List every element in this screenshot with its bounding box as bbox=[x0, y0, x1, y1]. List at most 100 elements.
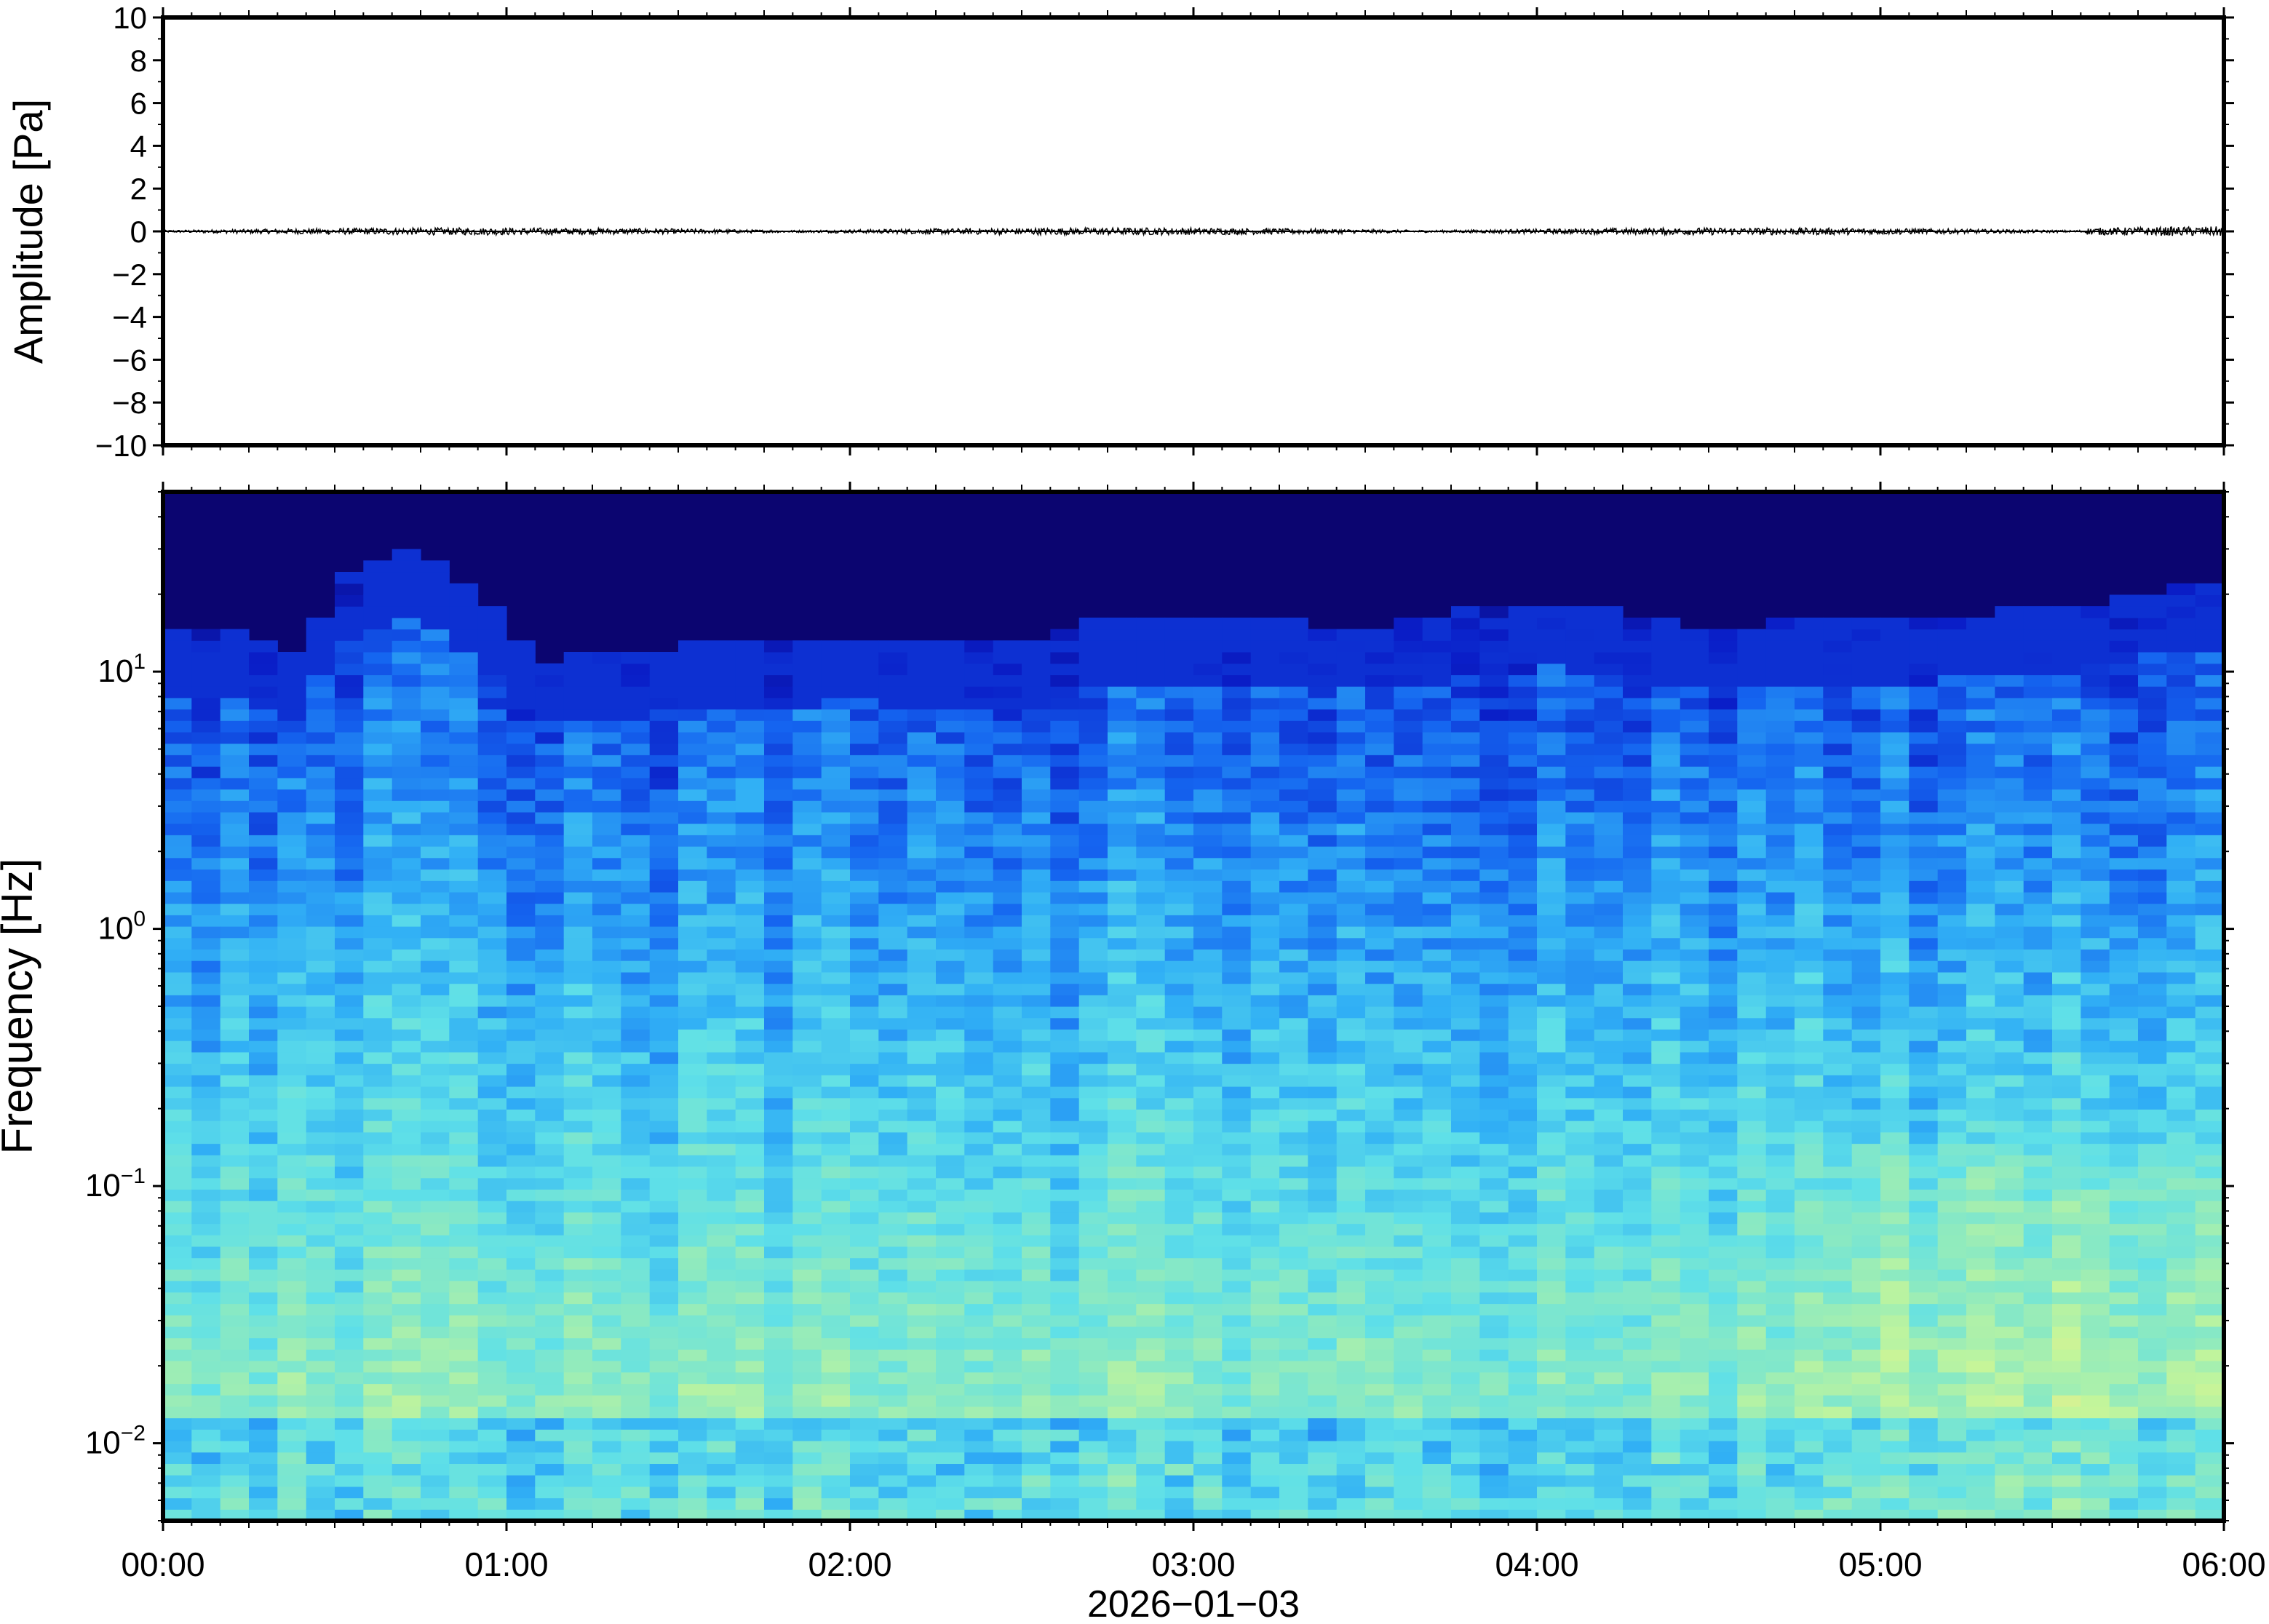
spectrogram-cell bbox=[1365, 1223, 1394, 1235]
spectrogram-cell bbox=[1680, 1463, 1709, 1476]
spectrogram-cell bbox=[649, 1235, 679, 1247]
spectrogram-cell bbox=[1537, 971, 1566, 984]
spectrogram-cell bbox=[1336, 846, 1366, 859]
spectrogram-cell bbox=[1623, 1441, 1652, 1453]
spectrogram-cell bbox=[1336, 1246, 1366, 1259]
spectrogram-cell bbox=[907, 869, 937, 881]
spectrogram-cell bbox=[1765, 1406, 1795, 1419]
spectrogram-cell bbox=[191, 995, 221, 1007]
spectrogram-cell bbox=[1709, 1281, 1738, 1293]
spectrogram-cell bbox=[421, 1040, 450, 1053]
spectrogram-cell bbox=[1078, 663, 1108, 675]
spectrogram-cell bbox=[850, 1429, 879, 1441]
spectrogram-cell bbox=[477, 995, 507, 1007]
spectrogram-cell bbox=[850, 960, 879, 973]
spectrogram-cell bbox=[563, 720, 593, 733]
spectrogram-cell bbox=[792, 1166, 822, 1179]
spectrogram-cell bbox=[1164, 663, 1194, 675]
spectrogram-cell bbox=[277, 1131, 307, 1145]
spectrogram-cell bbox=[649, 1189, 679, 1201]
spectrogram-cell bbox=[220, 1006, 250, 1019]
spectrogram-cell bbox=[1193, 1315, 1223, 1327]
spectrogram-cell bbox=[363, 1326, 393, 1339]
spectrogram-cell bbox=[1222, 1257, 1252, 1270]
spectrogram-cell bbox=[535, 971, 565, 984]
spectrogram-cell bbox=[306, 1063, 335, 1075]
spectrogram-cell bbox=[1680, 1063, 1709, 1075]
spectrogram-cell bbox=[1108, 915, 1137, 927]
spectrogram-cell bbox=[907, 1051, 937, 1064]
spectrogram-cell bbox=[1222, 697, 1252, 710]
spectrogram-cell bbox=[878, 1166, 908, 1179]
spectrogram-cell bbox=[1422, 1441, 1452, 1453]
spectrogram-cell bbox=[1851, 1486, 1881, 1499]
spectrogram-cell bbox=[850, 1017, 879, 1030]
spectrogram-cell bbox=[1851, 1383, 1881, 1396]
spectrogram-cell bbox=[878, 709, 908, 721]
spectrogram-cell bbox=[1022, 731, 1051, 744]
spectrogram-cell bbox=[220, 1051, 250, 1064]
spectrogram-cell bbox=[592, 1372, 621, 1385]
spectrogram-cell bbox=[220, 995, 250, 1007]
spectrogram-cell bbox=[535, 1269, 565, 1281]
spectrogram-cell bbox=[477, 1269, 507, 1281]
spectrogram-cell bbox=[735, 869, 765, 881]
spectrogram-cell bbox=[735, 1166, 765, 1179]
spectrogram-cell bbox=[421, 663, 450, 675]
spectrogram-cell bbox=[1022, 1235, 1051, 1247]
spectrogram-cell bbox=[764, 1086, 793, 1099]
spectrogram-cell bbox=[1508, 1349, 1538, 1361]
spectrogram-cell bbox=[649, 766, 679, 779]
spectrogram-cell bbox=[563, 1235, 593, 1247]
spectrogram-cell bbox=[191, 1189, 221, 1201]
spectrogram-cell bbox=[1250, 1509, 1280, 1521]
spectrogram-cell bbox=[449, 915, 479, 927]
spectrogram-cell bbox=[878, 891, 908, 904]
spectrogram-cell bbox=[306, 995, 335, 1007]
spectrogram-cell bbox=[792, 709, 822, 721]
spectrogram-cell bbox=[335, 823, 364, 835]
spectrogram-cell bbox=[1394, 995, 1423, 1007]
spectrogram-cell bbox=[1164, 1291, 1194, 1305]
spectrogram-cell bbox=[936, 1166, 965, 1179]
spectrogram-cell bbox=[1594, 789, 1624, 801]
spectrogram-cell bbox=[936, 846, 965, 859]
spectrogram-cell bbox=[163, 1155, 192, 1167]
spectrogram-cell bbox=[306, 1269, 335, 1281]
spectrogram-cell bbox=[1623, 1246, 1652, 1259]
spectrogram-cell bbox=[850, 915, 879, 927]
spectrogram-cell bbox=[1823, 971, 1853, 984]
spectrogram-cell bbox=[1336, 995, 1366, 1007]
spectrogram-cell bbox=[306, 1509, 335, 1521]
spectrogram-cell bbox=[1680, 1246, 1709, 1259]
spectrogram-cell bbox=[1737, 1269, 1767, 1281]
spectrogram-cell bbox=[1823, 1395, 1853, 1407]
spectrogram-cell bbox=[1250, 1383, 1280, 1396]
spectrogram-cell bbox=[421, 835, 450, 847]
spectrogram-cell bbox=[1795, 1429, 1824, 1441]
spectrogram-cell bbox=[1594, 915, 1624, 927]
spectrogram-cell bbox=[306, 1109, 335, 1121]
spectrogram-cell bbox=[335, 1097, 364, 1110]
spectrogram-cell bbox=[1851, 1017, 1881, 1030]
spectrogram-cell bbox=[421, 1395, 450, 1407]
spectrogram-cell bbox=[277, 800, 307, 813]
spectrogram-cell bbox=[363, 1486, 393, 1499]
spectrogram-cell bbox=[1193, 743, 1223, 755]
spectrogram-cell bbox=[421, 1497, 450, 1510]
spectrogram-cell bbox=[1737, 1143, 1767, 1155]
spectrogram-cell bbox=[392, 926, 421, 939]
spectrogram-cell bbox=[249, 949, 278, 961]
spectrogram-cell bbox=[621, 1349, 651, 1361]
spectrogram-cell bbox=[335, 1201, 364, 1213]
spectrogram-cell bbox=[191, 1509, 221, 1521]
spectrogram-cell bbox=[1394, 720, 1423, 733]
spectrogram-cell bbox=[1136, 880, 1166, 893]
spectrogram-cell bbox=[506, 1303, 536, 1315]
spectrogram-cell bbox=[1308, 1246, 1338, 1259]
spectrogram-cell bbox=[907, 857, 937, 870]
spectrogram-cell bbox=[936, 1486, 965, 1499]
spectrogram-cell bbox=[421, 617, 450, 630]
spectrogram-cell bbox=[363, 971, 393, 984]
spectrogram-cell bbox=[163, 1291, 192, 1305]
